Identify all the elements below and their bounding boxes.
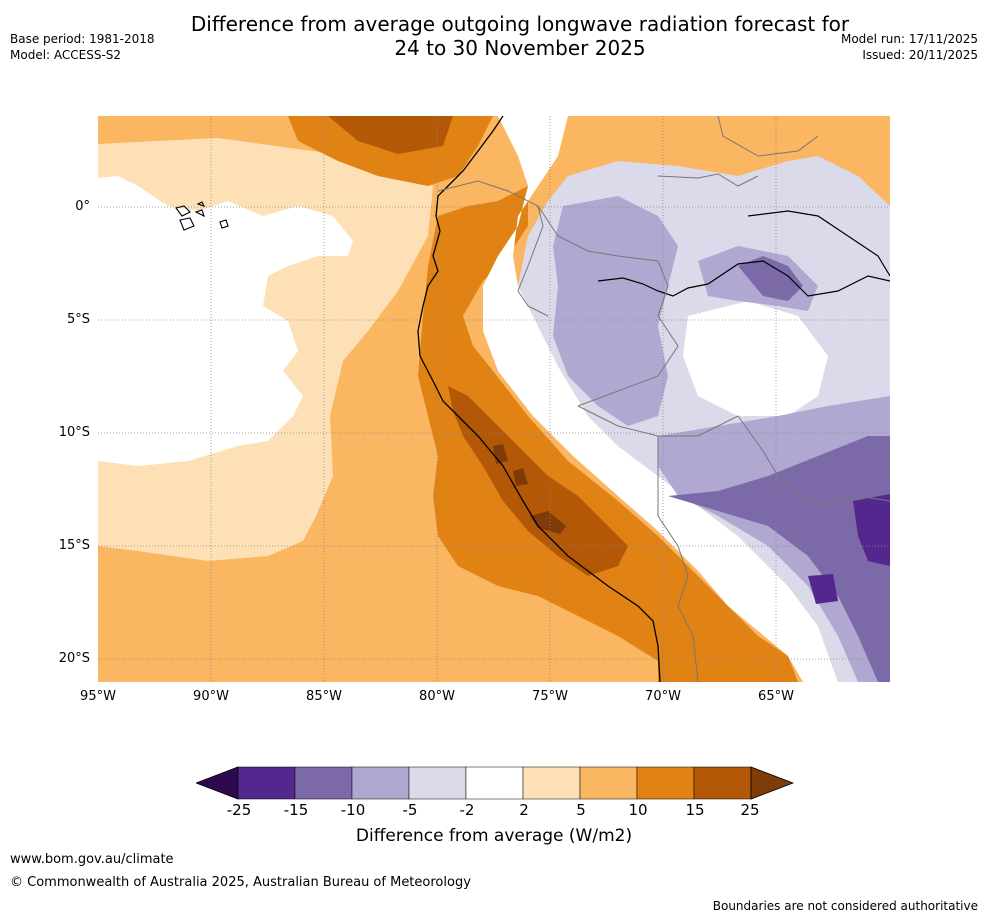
colorbar-extend-high xyxy=(750,766,795,800)
lon-label-90w: 90°W xyxy=(193,689,229,704)
cbar-tick: -10 xyxy=(340,801,366,819)
band-15-25-coast xyxy=(448,386,628,576)
cbar-tick: 2 xyxy=(519,801,529,819)
band-10-15-south xyxy=(658,616,778,682)
colorbar-extend-low xyxy=(196,766,239,800)
boundary-disclaimer: Boundaries are not considered authoritat… xyxy=(712,899,978,913)
band-minus-10-to-15 xyxy=(668,256,890,682)
title-line-1: Difference from average outgoing longwav… xyxy=(190,12,850,36)
base-period: Base period: 1981-2018 xyxy=(10,32,155,46)
chart-title: Difference from average outgoing longwav… xyxy=(150,12,890,60)
cbar-tick: -25 xyxy=(226,801,252,819)
source-url: www.bom.gov.au/climate xyxy=(10,852,174,867)
cbar-tick: 5 xyxy=(576,801,586,819)
colorbar-segment xyxy=(465,766,524,800)
band-above-25 xyxy=(493,444,566,534)
lon-label-75w: 75°W xyxy=(532,689,568,704)
band-15-25-north xyxy=(328,116,453,154)
lon-label-70w: 70°W xyxy=(645,689,681,704)
colorbar-segment xyxy=(294,766,353,800)
map-panel xyxy=(98,116,890,682)
metadata-right: Model run: 17/11/2025 Issued: 20/11/2025 xyxy=(841,31,978,63)
colorbar xyxy=(196,766,795,800)
lat-label-15s: 15°S xyxy=(58,538,90,553)
cbar-tick: -5 xyxy=(402,801,418,819)
colorbar-segment xyxy=(522,766,581,800)
cbar-tick: -2 xyxy=(459,801,475,819)
colorbar-segment xyxy=(237,766,296,800)
lon-label-85w: 85°W xyxy=(306,689,342,704)
cbar-tick: 25 xyxy=(740,801,760,819)
north-coast xyxy=(747,210,890,277)
graticule xyxy=(98,116,890,682)
band-near-zero-pacific xyxy=(98,176,353,466)
colorbar-segment xyxy=(636,766,695,800)
olr-anomaly-map xyxy=(98,116,890,682)
band-minus-5-to-10 xyxy=(553,196,890,682)
model-run: Model run: 17/11/2025 xyxy=(840,32,978,46)
colorbar-segment xyxy=(579,766,638,800)
colorbar-segment xyxy=(693,766,752,800)
cbar-tick: -15 xyxy=(283,801,309,819)
lon-label-65w: 65°W xyxy=(758,689,794,704)
band-minus-15-to-25 xyxy=(808,494,890,604)
metadata-left: Base period: 1981-2018 Model: ACCESS-S2 xyxy=(10,31,155,63)
copyright-notice: © Commonwealth of Australia 2025, Austra… xyxy=(10,875,471,890)
country-borders xyxy=(437,116,890,682)
model-name: Model: ACCESS-S2 xyxy=(10,48,122,62)
lat-label-10s: 10°S xyxy=(58,425,90,440)
colorbar-title: Difference from average (W/m2) xyxy=(355,826,633,846)
lat-label-20s: 20°S xyxy=(58,651,90,666)
colorbar-segment xyxy=(408,766,467,800)
lon-label-80w: 80°W xyxy=(419,689,455,704)
title-line-2: 24 to 30 November 2025 xyxy=(394,36,646,60)
cbar-tick: 15 xyxy=(685,801,705,819)
lat-label-5s: 5°S xyxy=(66,312,90,327)
cbar-tick: 10 xyxy=(628,801,648,819)
amazon-river xyxy=(597,260,890,297)
colorbar-segment xyxy=(351,766,410,800)
band-10-15-coast xyxy=(418,186,798,682)
issued-date: Issued: 20/11/2025 xyxy=(862,48,978,62)
band-near-zero-andes xyxy=(483,116,838,682)
galapagos-islands xyxy=(175,201,229,231)
lon-label-95w: 95°W xyxy=(80,689,116,704)
band-near-zero-amazon xyxy=(683,301,828,416)
lat-label-0: 0° xyxy=(75,199,90,214)
